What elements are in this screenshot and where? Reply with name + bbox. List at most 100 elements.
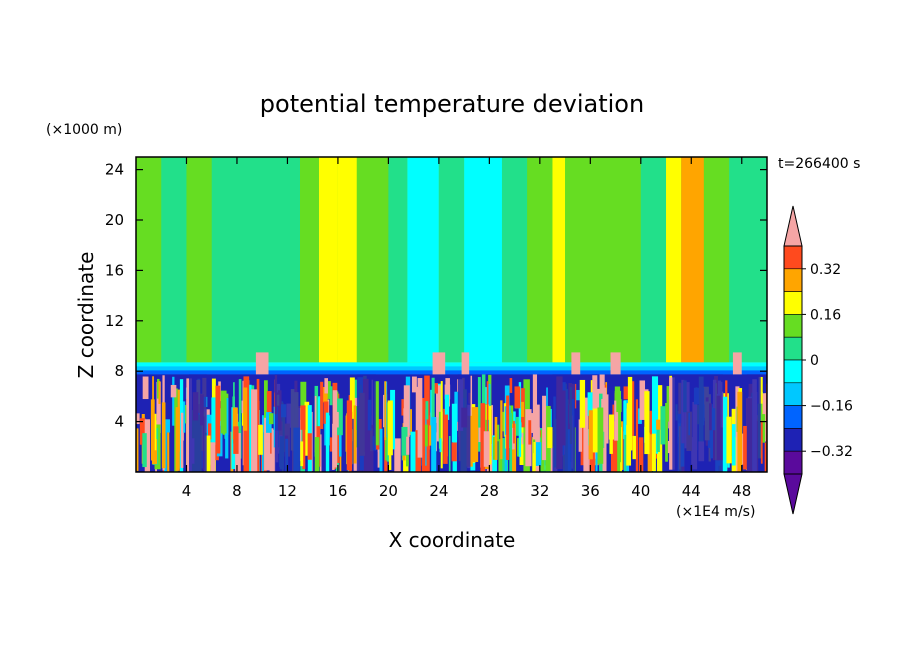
plume-394 [338, 432, 342, 457]
plume-78 [326, 381, 331, 399]
plume-127 [157, 378, 160, 399]
time-label: t=266400 s [778, 156, 860, 172]
plume-343 [536, 404, 540, 443]
plume-351 [592, 375, 598, 425]
plume-491 [261, 415, 264, 472]
upper-column-14 [552, 157, 566, 363]
plume-610 [531, 413, 535, 433]
upper-column-19 [666, 157, 682, 363]
upper-column-12 [501, 157, 528, 363]
plume-496 [332, 423, 335, 470]
plume-508 [506, 395, 510, 460]
warm-tongue-3 [571, 352, 581, 375]
plume-456 [314, 395, 317, 453]
x-tick-label-4: 20 [379, 482, 398, 500]
plume-561 [353, 405, 357, 435]
plume-413 [232, 407, 238, 440]
x-axis-label: X coordinate [389, 528, 516, 552]
plume-374 [515, 416, 520, 436]
plot-frame [135, 156, 768, 473]
upper-column-21 [703, 157, 730, 363]
plume-522 [623, 400, 627, 440]
warm-tongue-0 [255, 352, 269, 375]
plume-27 [167, 419, 170, 472]
plume-569 [154, 413, 157, 451]
plume-442 [480, 403, 486, 472]
upper-column-10 [438, 157, 465, 363]
plume-294 [519, 401, 524, 417]
plume-354 [433, 383, 438, 394]
contour-field [136, 157, 767, 472]
plume-292 [651, 376, 659, 454]
colorbar-band-2 [783, 291, 803, 315]
colorbar-band-5 [783, 359, 803, 384]
plume-272 [332, 390, 338, 468]
plume-284 [207, 423, 212, 440]
plume-535 [325, 412, 330, 472]
plume-440 [210, 442, 216, 472]
upper-column-4 [300, 157, 319, 363]
plume-484 [374, 381, 379, 446]
plume-556 [597, 407, 604, 464]
plume-579 [417, 378, 423, 458]
plume-513 [384, 381, 387, 441]
colorbar-label-1: 0.16 [810, 307, 841, 323]
plume-570 [471, 407, 479, 462]
plume-483 [266, 412, 272, 433]
plume-390 [142, 376, 149, 400]
plume-219 [430, 389, 433, 443]
plume-319 [401, 399, 404, 416]
plume-597 [424, 424, 428, 447]
plume-473 [215, 385, 221, 454]
y-tick-label-2: 12 [105, 312, 124, 330]
y-tick-label-3: 16 [105, 261, 124, 279]
plume-478 [737, 391, 743, 472]
plume-548 [421, 397, 426, 472]
cold-column-1 [274, 374, 301, 472]
plume-560 [439, 438, 442, 453]
plume-150 [444, 384, 451, 400]
plume-589 [431, 416, 437, 472]
plume-276 [436, 385, 442, 423]
plume-244 [649, 410, 654, 435]
tropopause-band-cyan [136, 362, 767, 369]
plume-512 [669, 377, 675, 470]
plume-408 [535, 427, 540, 446]
warm-tongue-4 [610, 352, 621, 375]
plume-571 [220, 390, 227, 434]
plume-302 [651, 433, 656, 472]
colorbar-band-1 [783, 268, 803, 292]
plume-306 [158, 381, 161, 404]
plume-531 [410, 431, 416, 472]
x-tick-label-9: 40 [631, 482, 650, 500]
plume-411 [429, 425, 433, 446]
plume-274 [578, 419, 583, 452]
upper-column-5 [318, 157, 338, 363]
plume-582 [627, 376, 633, 451]
tropopause-band-navy [136, 370, 767, 377]
colorbar-label-2: 0 [810, 353, 819, 369]
y-tick-label-1: 8 [114, 362, 124, 380]
cold-column-0 [189, 374, 207, 472]
plume-609 [451, 403, 458, 443]
plume-250 [415, 386, 419, 463]
upper-column-16 [590, 157, 616, 363]
plume-619 [307, 433, 312, 460]
colorbar-band-8 [783, 428, 803, 452]
colorbar-label-4: −0.32 [810, 444, 853, 460]
plume-586 [514, 386, 521, 409]
plume-316 [549, 429, 554, 472]
plume-345 [139, 418, 146, 445]
plume-45 [636, 408, 642, 424]
plume-590 [483, 431, 490, 467]
plume-555 [335, 411, 339, 428]
plume-549 [346, 400, 353, 471]
plume-385 [518, 382, 522, 457]
plume-606 [605, 394, 609, 444]
plume-41 [411, 376, 417, 393]
plume-108 [238, 379, 242, 456]
x-tick-label-11: 48 [732, 482, 751, 500]
plume-514 [225, 398, 229, 459]
plume-234 [639, 380, 646, 420]
plume-243 [575, 389, 580, 401]
